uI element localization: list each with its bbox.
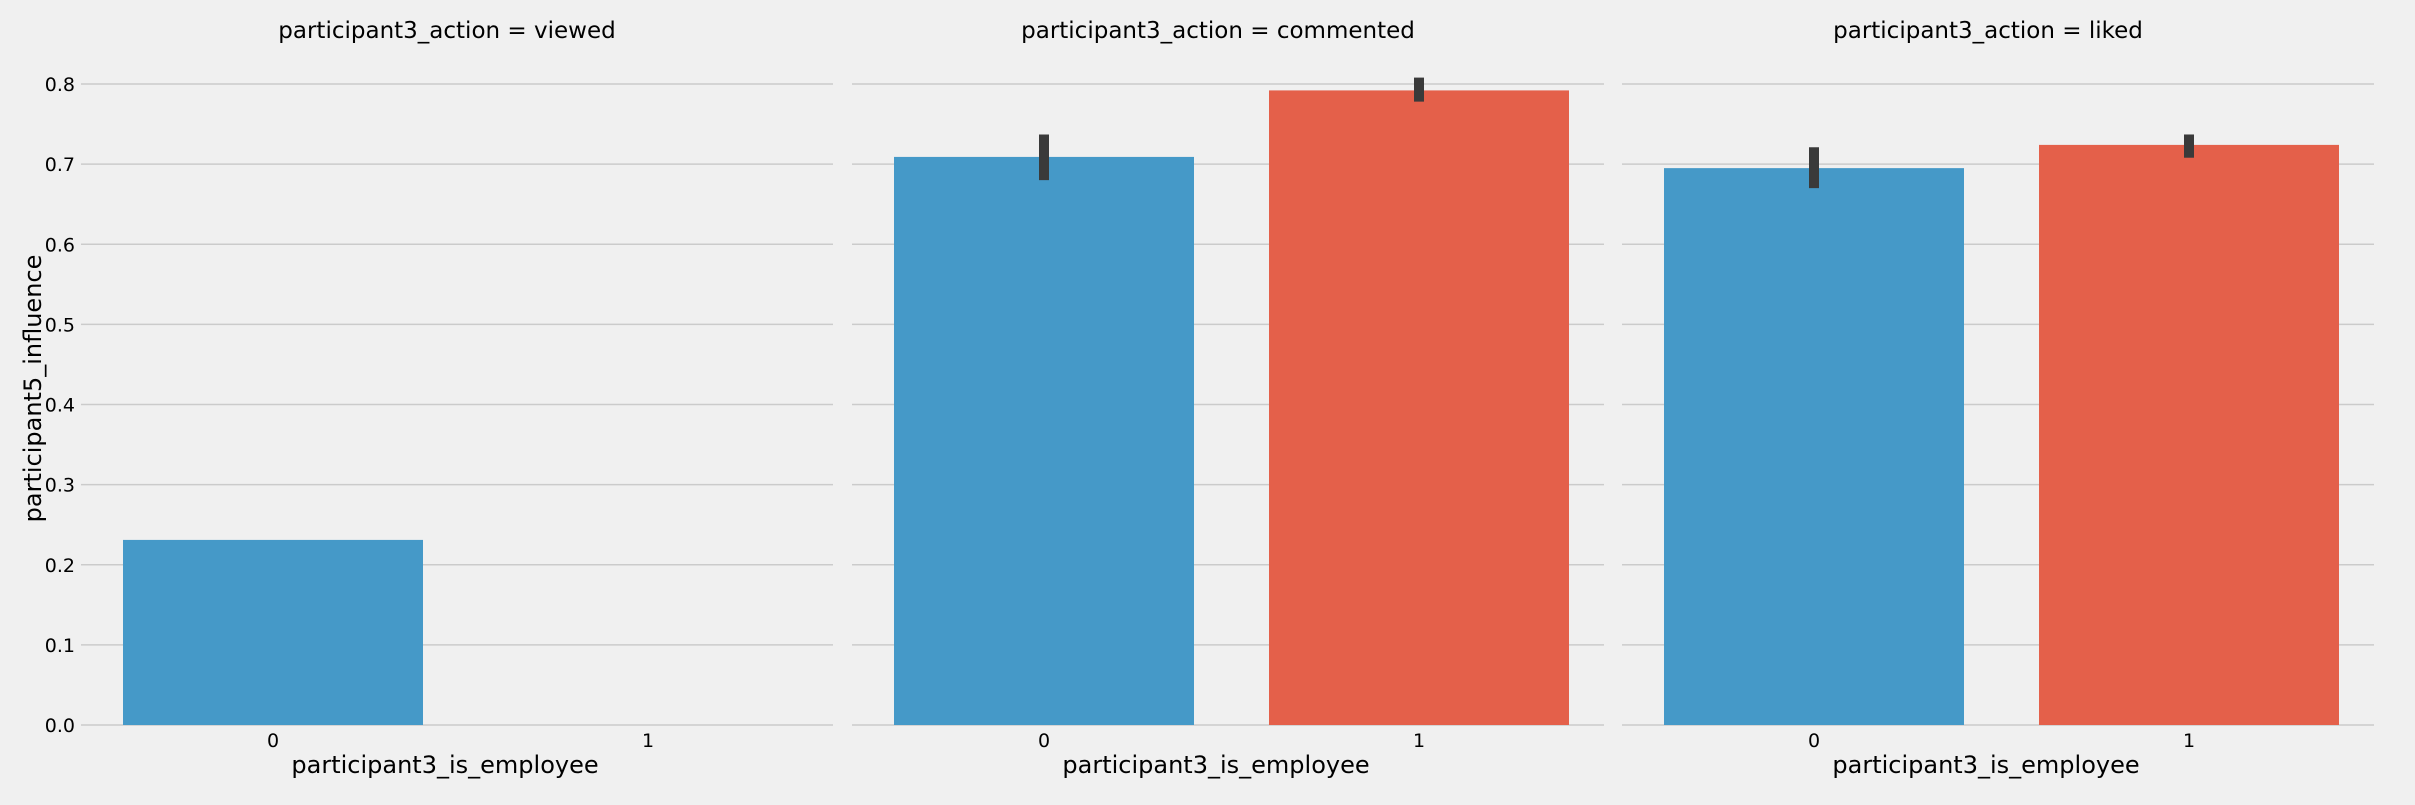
- y-tick-label: 0.6: [45, 234, 75, 256]
- panel-title: participant3_action = commented: [1021, 18, 1415, 44]
- bar-2-1: [2039, 144, 2339, 725]
- bar-1-0: [894, 156, 1194, 725]
- y-tick-label: 0.3: [45, 475, 75, 497]
- bar-1-1: [1269, 90, 1569, 725]
- y-tick-label: 0.5: [45, 314, 75, 336]
- x-tick-label: 1: [642, 730, 654, 752]
- x-tick-label: 1: [1413, 730, 1425, 752]
- y-axis-label: participant5_influence: [19, 255, 47, 523]
- x-tick-label: 0: [1038, 730, 1050, 752]
- bar-0-0: [123, 539, 423, 725]
- x-tick-label: 0: [267, 730, 279, 752]
- bar-2-0: [1664, 168, 1964, 726]
- y-tick-label: 0.8: [45, 74, 75, 96]
- x-axis-label: participant3_is_employee: [1062, 751, 1369, 779]
- panel-title: participant3_action = viewed: [278, 18, 615, 44]
- x-axis-label: participant3_is_employee: [1832, 751, 2139, 779]
- y-tick-label: 0.7: [45, 154, 75, 176]
- y-tick-label: 0.0: [45, 715, 75, 737]
- x-axis-label: participant3_is_employee: [291, 751, 598, 779]
- y-tick-label: 0.1: [45, 635, 75, 657]
- y-tick-label: 0.2: [45, 555, 75, 577]
- panel-title: participant3_action = liked: [1833, 18, 2143, 44]
- x-tick-label: 0: [1808, 730, 1820, 752]
- x-tick-label: 1: [2183, 730, 2195, 752]
- y-tick-label: 0.4: [45, 395, 75, 417]
